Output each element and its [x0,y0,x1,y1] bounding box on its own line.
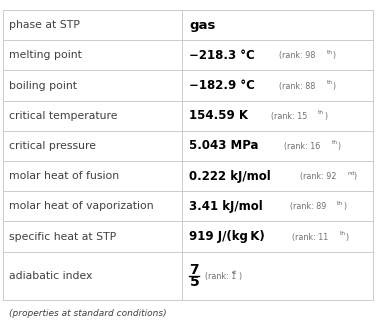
Text: th: th [331,140,337,145]
Text: th: th [327,50,333,55]
Text: critical pressure: critical pressure [9,141,96,151]
Text: 5: 5 [190,275,199,289]
Text: (rank: 89: (rank: 89 [290,203,326,211]
Text: nd: nd [348,171,355,176]
Text: phase at STP: phase at STP [9,20,80,30]
Text: critical temperature: critical temperature [9,111,118,121]
Text: th: th [337,201,343,206]
Text: ): ) [337,142,340,151]
Text: molar heat of vaporization: molar heat of vaporization [9,201,153,211]
Text: boiling point: boiling point [9,81,77,91]
Text: −218.3 °C: −218.3 °C [190,49,255,62]
Text: ): ) [343,203,346,211]
Text: (rank: 88: (rank: 88 [279,82,316,91]
Text: (rank: 98: (rank: 98 [279,51,316,60]
Text: ): ) [324,112,327,121]
Text: (properties at standard conditions): (properties at standard conditions) [9,309,167,318]
Text: (rank: 1: (rank: 1 [205,272,237,281]
Text: (rank: 15: (rank: 15 [271,112,307,121]
Text: 919 J/(kg K): 919 J/(kg K) [190,230,265,243]
Text: ): ) [354,172,357,181]
Text: adiabatic index: adiabatic index [9,271,92,281]
Text: ): ) [239,272,242,281]
Text: th: th [339,231,346,236]
Text: molar heat of fusion: molar heat of fusion [9,171,119,181]
Text: (rank: 92: (rank: 92 [300,172,336,181]
Text: 5.043 MPa: 5.043 MPa [190,139,259,152]
Text: st: st [232,270,238,275]
Text: th: th [318,110,324,115]
Text: th: th [327,80,333,85]
Text: −182.9 °C: −182.9 °C [190,79,255,92]
Text: specific heat at STP: specific heat at STP [9,231,116,242]
Text: ): ) [333,51,336,60]
Text: 0.222 kJ/mol: 0.222 kJ/mol [190,170,271,183]
Text: (rank: 16: (rank: 16 [284,142,320,151]
Text: (rank: 11: (rank: 11 [292,232,328,242]
Text: 7: 7 [190,263,199,277]
Text: ): ) [345,232,349,242]
Text: gas: gas [190,19,216,32]
Text: 154.59 K: 154.59 K [190,109,248,122]
Text: ): ) [333,82,336,91]
Text: melting point: melting point [9,50,82,60]
Text: 3.41 kJ/mol: 3.41 kJ/mol [190,200,263,213]
